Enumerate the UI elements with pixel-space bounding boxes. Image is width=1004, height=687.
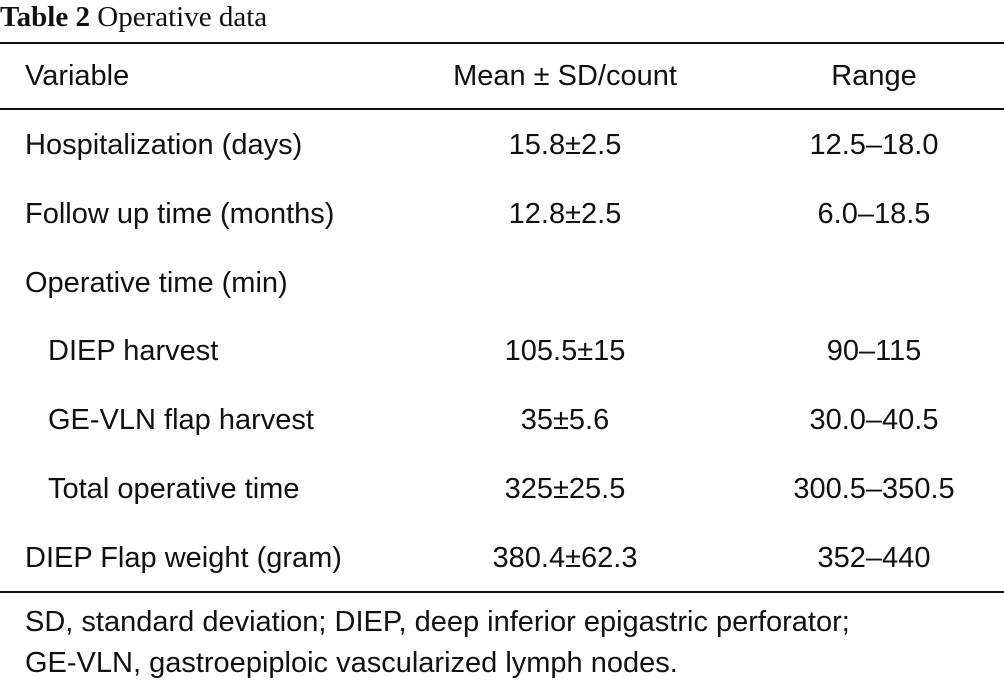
row-variable: Follow up time (months): [25, 198, 335, 230]
header-variable: Variable: [25, 60, 130, 92]
table-row: DIEP Flap weight (gram) 380.4±62.3 352–4…: [0, 538, 1004, 578]
table-row: Follow up time (months) 12.8±2.5 6.0–18.…: [0, 194, 1004, 234]
table-footnote: SD, standard deviation; DIEP, deep infer…: [25, 602, 1000, 684]
table-header-row: Variable Mean ± SD/count Range: [0, 56, 1004, 96]
row-mean: 12.8±2.5: [508, 198, 622, 230]
row-variable: DIEP harvest: [48, 335, 219, 367]
row-mean: 325±25.5: [504, 473, 626, 505]
row-mean: 35±5.6: [520, 404, 610, 436]
bottom-rule: [0, 591, 1004, 593]
row-mean: 15.8±2.5: [508, 129, 622, 161]
row-variable: GE-VLN flap harvest: [48, 404, 314, 436]
footnote-line: SD, standard deviation; DIEP, deep infer…: [25, 606, 850, 638]
row-range: 300.5–350.5: [793, 473, 955, 505]
row-mean: 380.4±62.3: [492, 542, 638, 574]
row-variable: Operative time (min): [25, 267, 288, 299]
row-mean: 105.5±15: [504, 335, 626, 367]
header-rule: [0, 108, 1004, 110]
row-variable: DIEP Flap weight (gram): [25, 542, 342, 574]
table-row: Hospitalization (days) 15.8±2.5 12.5–18.…: [0, 125, 1004, 165]
row-range: 6.0–18.5: [817, 198, 931, 230]
table-row: DIEP harvest 105.5±15 90–115: [0, 331, 1004, 371]
table-row: Total operative time 325±25.5 300.5–350.…: [0, 469, 1004, 509]
row-range: 90–115: [826, 335, 922, 367]
header-mean: Mean ± SD/count: [453, 60, 677, 92]
row-variable: Total operative time: [48, 473, 300, 505]
row-range: 12.5–18.0: [809, 129, 939, 161]
table-title: Operative data: [97, 1, 268, 33]
top-rule: [0, 42, 1004, 44]
table-number: Table 2: [0, 1, 90, 33]
header-range: Range: [831, 60, 917, 92]
table-caption: Table 2 Operative data: [0, 0, 267, 36]
footnote-line: GE-VLN, gastroepiploic vascularized lymp…: [25, 647, 678, 679]
table-row: Operative time (min): [0, 263, 1004, 303]
row-range: 352–440: [817, 542, 931, 574]
table-row: GE-VLN flap harvest 35±5.6 30.0–40.5: [0, 400, 1004, 440]
row-range: 30.0–40.5: [809, 404, 939, 436]
row-variable: Hospitalization (days): [25, 129, 303, 161]
